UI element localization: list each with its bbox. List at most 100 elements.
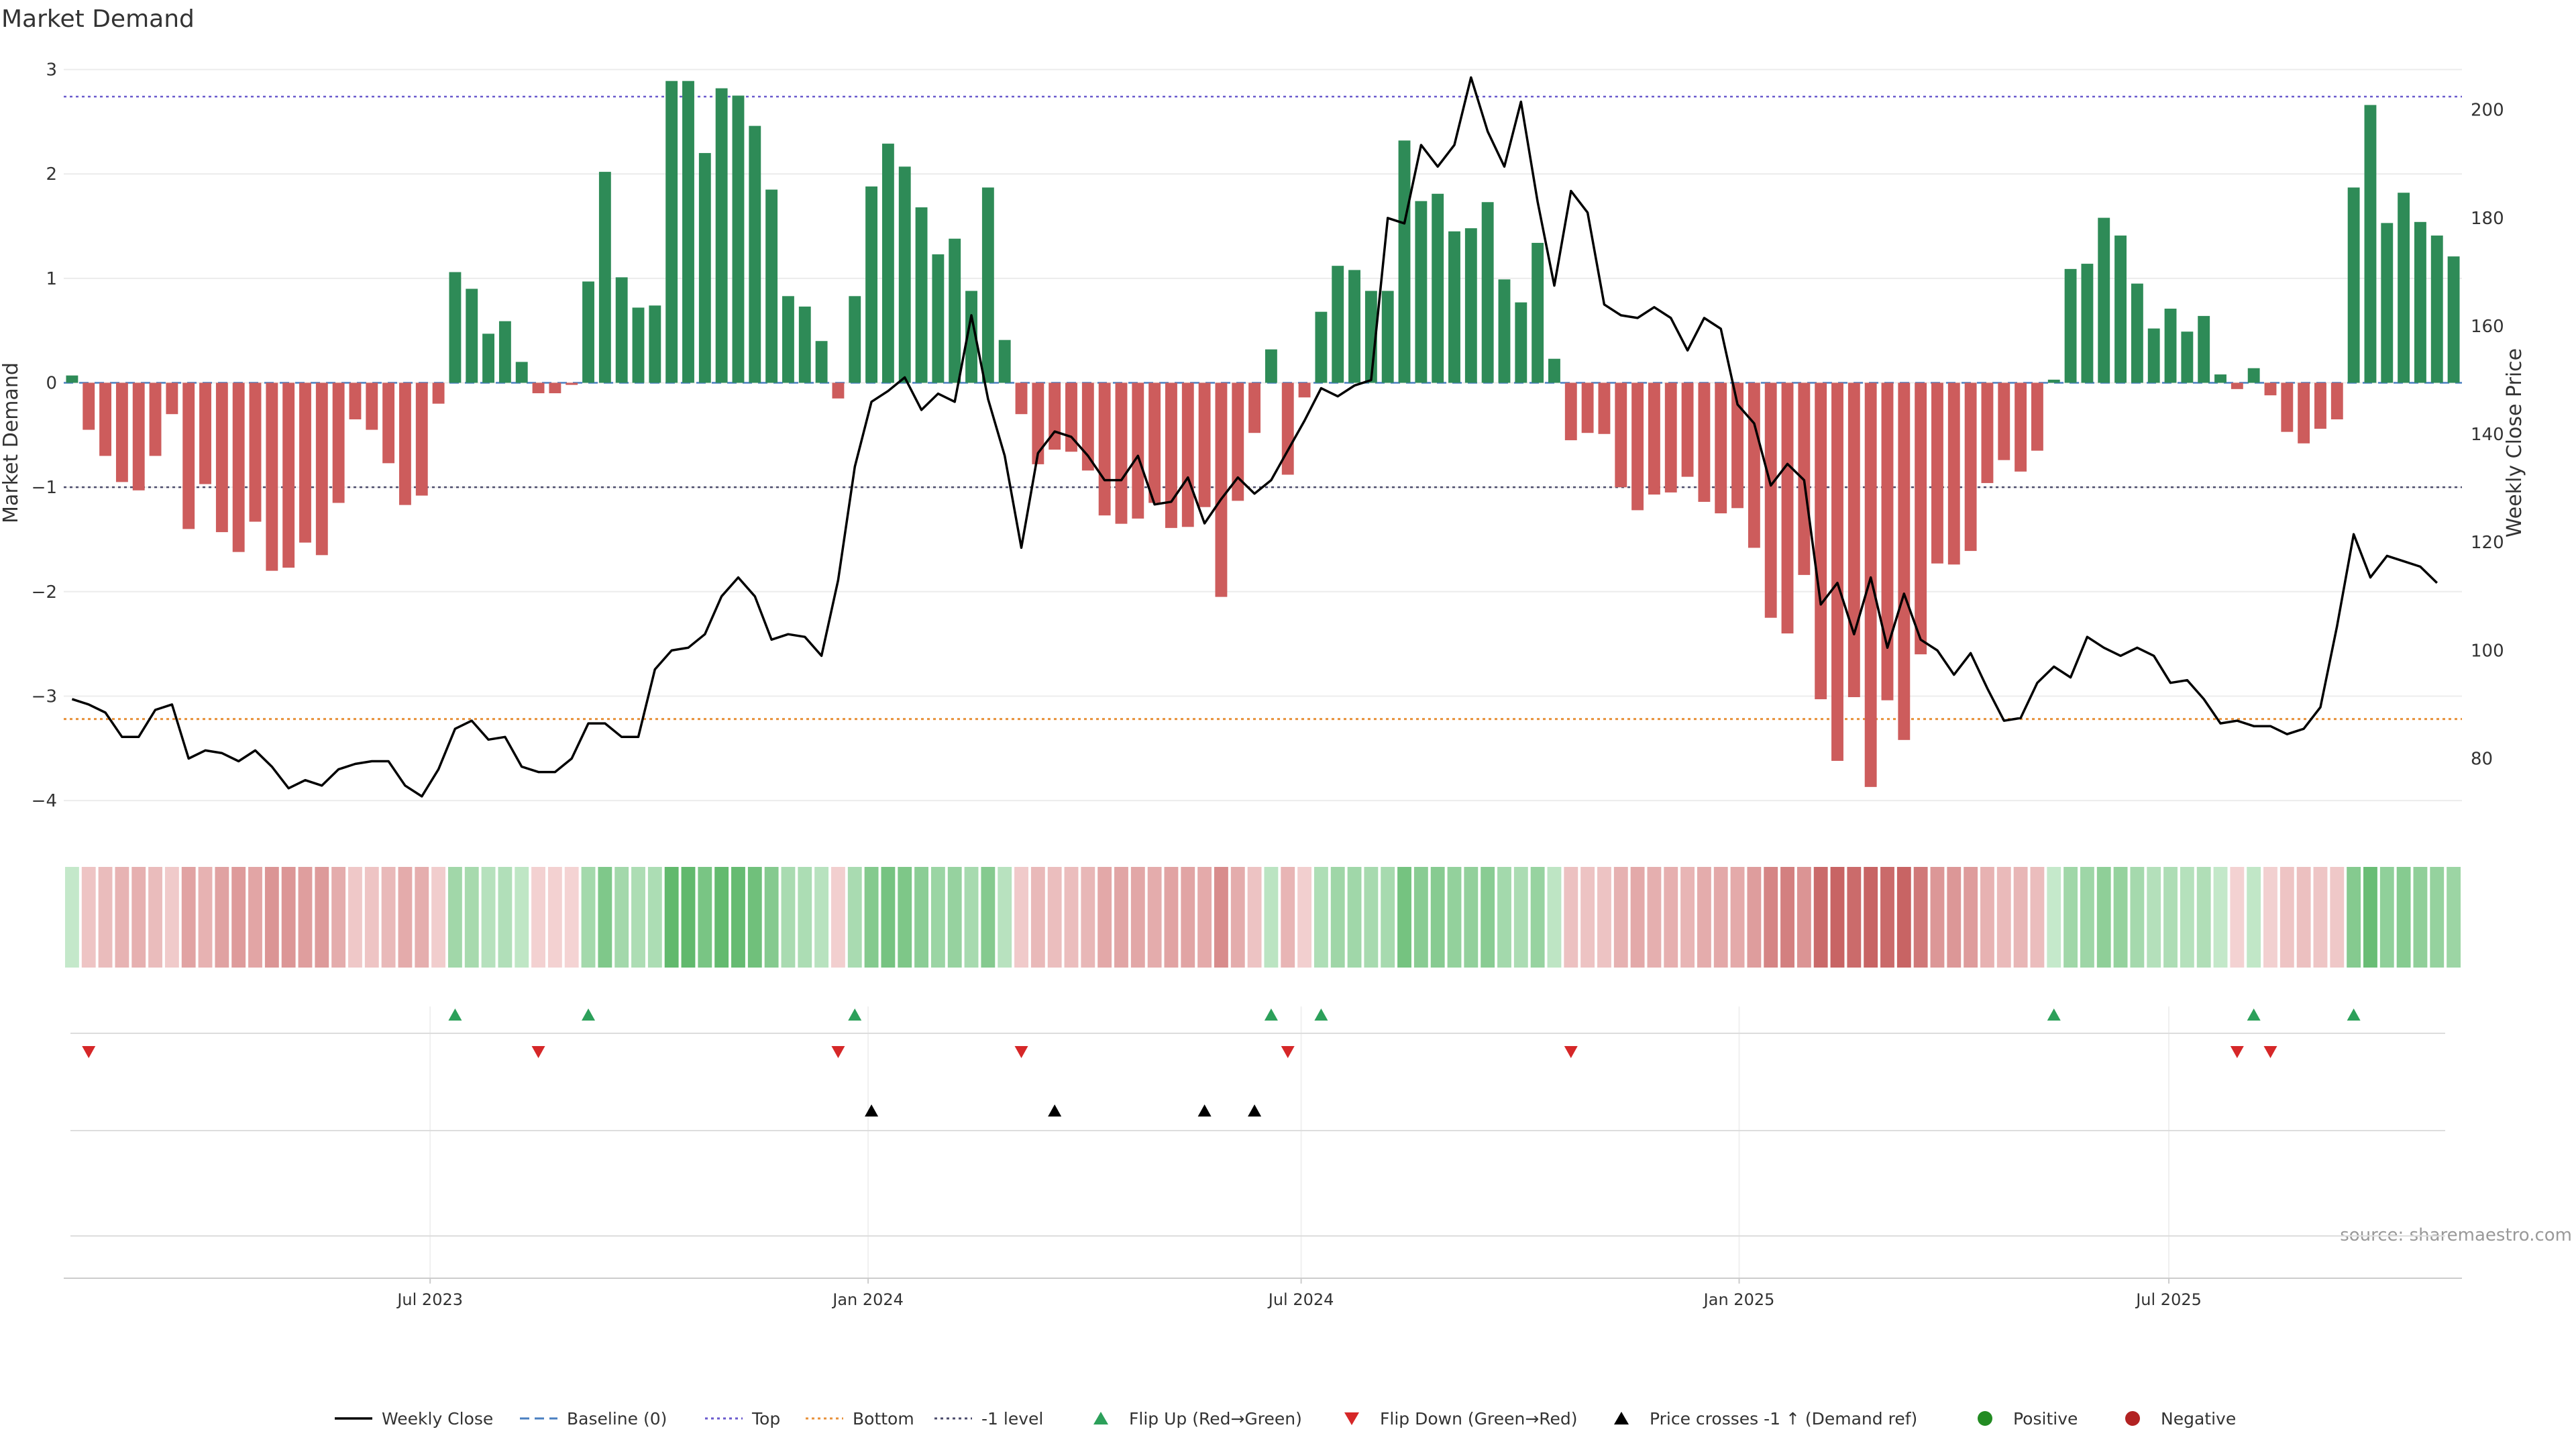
demand-bar	[382, 382, 395, 464]
heat-cell	[1847, 867, 1862, 968]
demand-bar	[2314, 382, 2326, 429]
demand-bar	[1815, 382, 1827, 700]
heat-cell	[1830, 867, 1845, 968]
heat-cell	[1297, 867, 1311, 968]
demand-bar	[115, 382, 128, 482]
heat-cell	[964, 867, 979, 968]
demand-bar	[1847, 382, 1860, 697]
y-axis-ticks: 3 2 1 0 −1 −2 −3 −4	[32, 60, 57, 812]
demand-bar	[665, 81, 678, 383]
heat-cell	[664, 867, 679, 968]
heat-cell	[264, 867, 279, 968]
heat-cell	[547, 867, 562, 968]
legend-label-minus-one: -1 level	[981, 1409, 1043, 1429]
demand-bar	[1915, 382, 1927, 655]
flip-up-marker	[2047, 1008, 2061, 1021]
demand-bar	[432, 382, 445, 404]
heat-cell	[781, 867, 796, 968]
demand-bar	[1049, 382, 1061, 450]
heat-cell	[1147, 867, 1162, 968]
demand-bar	[2015, 382, 2027, 472]
heat-cell	[2030, 867, 2045, 968]
heat-cell	[2430, 867, 2445, 968]
demand-bar	[898, 166, 911, 383]
demand-bar	[1315, 311, 1328, 383]
heat-cell	[714, 867, 729, 968]
demand-bar	[915, 207, 928, 383]
heat-cell	[747, 867, 762, 968]
demand-bar	[1265, 349, 1277, 383]
demand-bar	[698, 153, 711, 383]
heat-cell	[1796, 867, 1811, 968]
heat-cell	[2063, 867, 2078, 968]
demand-bar	[1931, 382, 1943, 564]
heat-cell	[1230, 867, 1245, 968]
legend-label-top: Top	[751, 1409, 780, 1429]
demand-bar	[498, 321, 511, 383]
heat-cell	[1164, 867, 1179, 968]
heat-cell	[998, 867, 1012, 968]
heat-cell	[398, 867, 413, 968]
heat-cell	[1864, 867, 1878, 968]
heat-cell	[1747, 867, 1762, 968]
flip-down-marker	[2230, 1046, 2244, 1058]
demand-bar	[1498, 279, 1511, 383]
heat-cell	[1313, 867, 1328, 968]
y-tick-label: 3	[46, 60, 57, 81]
demand-bar	[582, 281, 594, 383]
heat-cell	[2347, 867, 2361, 968]
demand-bar	[1248, 382, 1261, 433]
demand-bar	[1698, 382, 1711, 502]
demand-bar	[949, 238, 961, 383]
flip-down-marker	[82, 1046, 96, 1058]
heat-cell	[1064, 867, 1079, 968]
demand-bar	[1148, 382, 1161, 503]
demand-bar	[399, 382, 411, 505]
demand-bar	[332, 382, 345, 503]
demand-bar	[515, 362, 528, 383]
heat-cell	[2296, 867, 2311, 968]
heat-cell	[1381, 867, 1395, 968]
heat-cell	[1281, 867, 1295, 968]
x-tick-label: Jan 2025	[1703, 1290, 1775, 1309]
heat-cell	[598, 867, 612, 968]
demand-bar	[315, 382, 328, 556]
heat-cell	[364, 867, 379, 968]
demand-bar	[83, 382, 95, 430]
heat-cell	[614, 867, 629, 968]
legend: Weekly Close Baseline (0) Top Bottom -1 leve…	[335, 1409, 2236, 1429]
heat-cell	[531, 867, 545, 968]
demand-bar	[282, 382, 295, 568]
demand-bar	[1998, 382, 2010, 460]
y2-tick-label: 80	[2471, 749, 2493, 769]
heat-cell	[1564, 867, 1578, 968]
heat-cell	[1247, 867, 1262, 968]
demand-bar	[2264, 382, 2277, 396]
demand-bar	[2247, 368, 2260, 383]
heat-cell	[331, 867, 346, 968]
legend-symbol-flip-down	[1344, 1412, 1359, 1425]
heat-cell	[1197, 867, 1212, 968]
demand-bar	[865, 186, 878, 383]
flip-up-marker	[2347, 1008, 2361, 1021]
heat-cell	[148, 867, 162, 968]
y-tick-label: 0	[46, 374, 57, 394]
demand-bar	[1165, 382, 1177, 528]
demand-bar	[2064, 268, 2077, 383]
demand-bar	[66, 375, 78, 383]
y2-tick-label: 120	[2471, 533, 2504, 553]
demand-bar	[1764, 382, 1777, 618]
demand-bar	[1532, 242, 1544, 383]
heat-cell	[1181, 867, 1195, 968]
heat-cell	[1014, 867, 1028, 968]
demand-bar	[1281, 382, 1294, 475]
demand-bar	[1132, 382, 1144, 519]
heat-cell	[831, 867, 845, 968]
flip-down-marker	[831, 1046, 845, 1058]
demand-bar	[782, 296, 794, 383]
demand-bar	[449, 272, 462, 383]
demand-bar	[1631, 382, 1644, 511]
demand-bar	[2231, 382, 2243, 389]
heat-cell	[581, 867, 596, 968]
heat-cell	[981, 867, 996, 968]
